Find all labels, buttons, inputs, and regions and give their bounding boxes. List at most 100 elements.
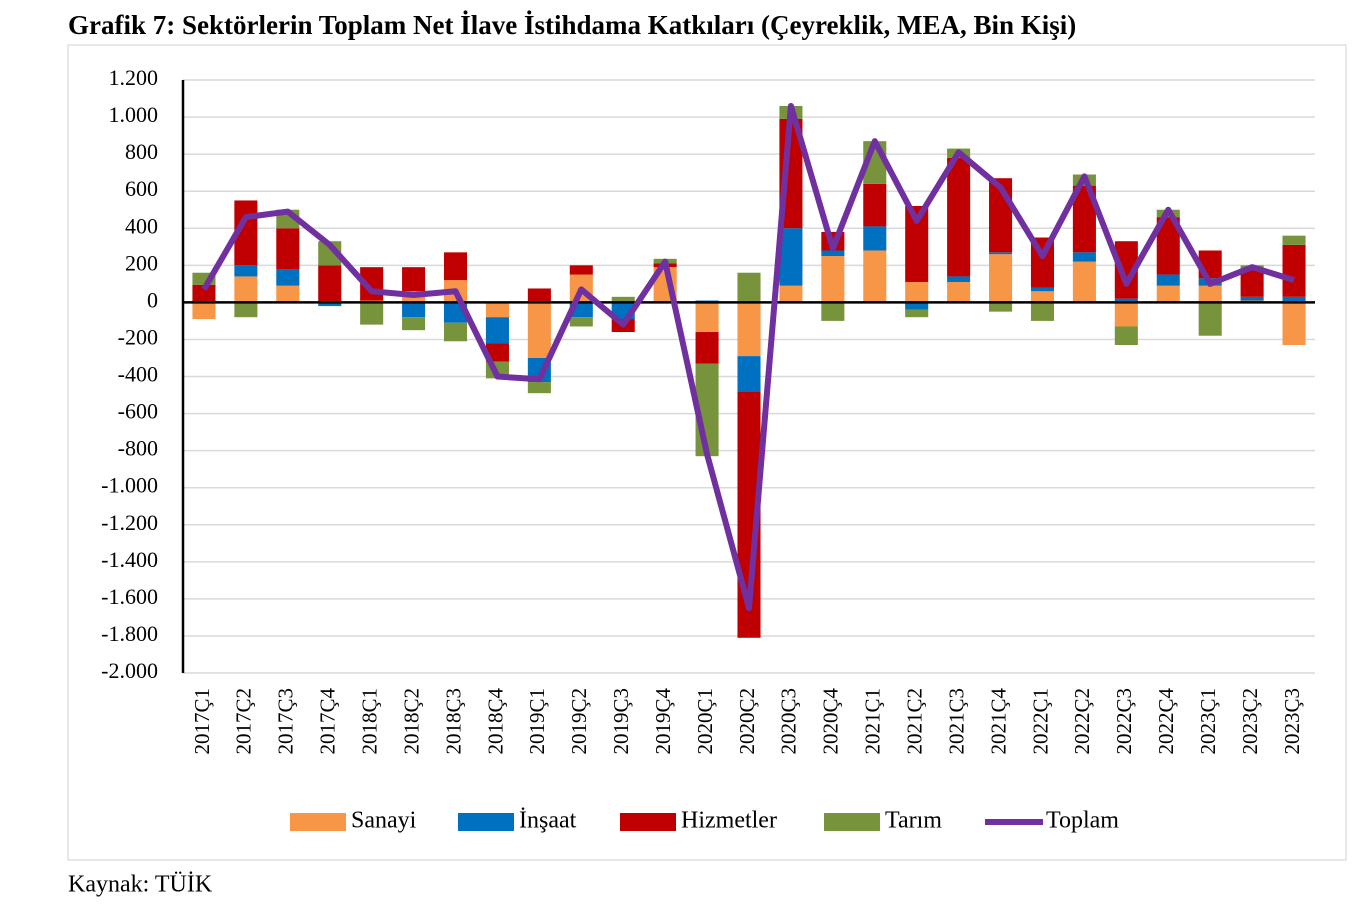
- bar-segment: [485, 343, 509, 362]
- legend-label: Sanayi: [351, 808, 417, 834]
- bar-segment: [863, 226, 887, 251]
- bar-segment: [402, 302, 426, 318]
- bar-segment: [989, 254, 1013, 303]
- bar-segment: [234, 276, 258, 303]
- x-tick-label: 2018Ç1: [357, 688, 381, 755]
- bar-segment: [863, 183, 887, 227]
- x-tick-label: 2021Ç1: [861, 688, 885, 755]
- bar-segment: [695, 332, 719, 364]
- x-tick-label: 2022Ç2: [1070, 688, 1094, 755]
- bar-segment: [318, 265, 342, 303]
- bar-segment: [989, 302, 1013, 312]
- x-tick-label: 2021Ç2: [903, 688, 927, 755]
- bar-segment: [443, 252, 468, 281]
- bar-segment: [276, 228, 300, 270]
- bar-segment: [443, 322, 468, 342]
- x-tick-label: 2018Ç4: [483, 688, 507, 755]
- y-tick-label: 0: [147, 287, 158, 312]
- y-tick-label: -1.600: [101, 584, 158, 609]
- x-tick-label: 2017Ç4: [316, 688, 340, 755]
- bar-segment: [485, 317, 509, 344]
- y-tick-label: 400: [125, 213, 158, 238]
- x-tick-label: 2018Ç3: [441, 688, 465, 755]
- y-tick-label: 800: [125, 139, 158, 164]
- bar-segment: [947, 157, 971, 277]
- bar-segment: [1198, 302, 1222, 336]
- x-tick-label: 2017Ç3: [274, 688, 298, 755]
- bar-segment: [1240, 296, 1264, 301]
- bar-segment: [485, 302, 509, 318]
- bar-segment: [947, 281, 971, 303]
- x-tick-label: 2019Ç2: [567, 688, 591, 755]
- bar-segment: [1114, 302, 1138, 327]
- bar-segment: [527, 288, 551, 303]
- x-tick-label: 2017Ç2: [232, 688, 256, 755]
- y-tick-label: -1.000: [101, 473, 158, 498]
- bar-segment: [863, 250, 887, 303]
- y-tick-label: -1.200: [101, 510, 158, 535]
- legend-label: İnşaat: [519, 808, 577, 834]
- x-tick-label: 2019Ç1: [525, 688, 549, 755]
- bar-segment: [1282, 235, 1306, 245]
- y-tick-label: -1.400: [101, 547, 158, 572]
- y-tick-label: 200: [125, 250, 158, 275]
- bar-segment: [1114, 241, 1138, 299]
- x-tick-label: 2021Ç4: [986, 688, 1010, 755]
- bar-segment: [737, 272, 761, 303]
- bar-segment: [737, 302, 761, 357]
- bar-segment: [821, 250, 845, 257]
- bar-segment: [360, 302, 384, 325]
- legend-swatch: [458, 813, 514, 831]
- x-tick-label: 2023Ç3: [1280, 688, 1304, 755]
- bar-segment: [1114, 298, 1138, 303]
- legend-label: Tarım: [885, 808, 942, 834]
- bar-segment: [905, 302, 929, 310]
- chart-frame: [67, 44, 1347, 861]
- bar-segment: [527, 382, 551, 394]
- y-tick-label: 1.200: [109, 65, 159, 90]
- bar-segment: [1156, 285, 1180, 303]
- bar-segment: [947, 276, 971, 282]
- bar-segment: [1072, 252, 1096, 262]
- x-tick-label: 2020Ç3: [777, 688, 801, 755]
- bar-segment: [569, 317, 593, 327]
- y-tick-label: -200: [118, 324, 158, 349]
- y-tick-label: -800: [118, 436, 158, 461]
- x-tick-label: 2022Ç3: [1112, 688, 1136, 755]
- y-tick-label: 600: [125, 176, 158, 201]
- bar-segment: [192, 302, 216, 320]
- bar-segment: [192, 284, 216, 303]
- x-tick-label: 2022Ç4: [1154, 688, 1178, 755]
- bar-segment: [1198, 285, 1222, 303]
- y-tick-label: -1.800: [101, 621, 158, 646]
- bar-segment: [276, 269, 300, 286]
- bar-segment: [821, 302, 845, 321]
- bar-segment: [905, 281, 929, 303]
- bar-segment: [1030, 302, 1055, 321]
- y-tick-label: -600: [118, 399, 158, 424]
- y-tick-label: 1.000: [109, 102, 159, 127]
- legend-label: Toplam: [1046, 808, 1119, 834]
- x-tick-label: 2019Ç3: [609, 688, 633, 755]
- x-tick-label: 2019Ç4: [651, 688, 675, 755]
- bar-segment: [402, 317, 426, 331]
- bar-segment: [402, 267, 426, 292]
- bar-segment: [737, 356, 761, 392]
- bar-segment: [1156, 217, 1180, 275]
- bar-segment: [318, 302, 342, 307]
- bar-segment: [905, 206, 929, 282]
- bar-segment: [276, 285, 300, 303]
- y-tick-label: -400: [118, 362, 158, 387]
- x-tick-label: 2020Ç2: [735, 688, 759, 755]
- legend-swatch: [290, 813, 346, 831]
- bar-segment: [569, 265, 593, 275]
- legend-swatch: [824, 813, 880, 831]
- x-tick-label: 2020Ç1: [693, 688, 717, 755]
- x-tick-label: 2023Ç2: [1238, 688, 1262, 755]
- bar-segment: [1282, 244, 1306, 297]
- x-tick-label: 2017Ç1: [190, 688, 214, 755]
- x-tick-label: 2020Ç4: [819, 688, 843, 755]
- bar-segment: [234, 302, 258, 318]
- line: [201, 102, 1295, 612]
- bar-segment: [779, 228, 803, 286]
